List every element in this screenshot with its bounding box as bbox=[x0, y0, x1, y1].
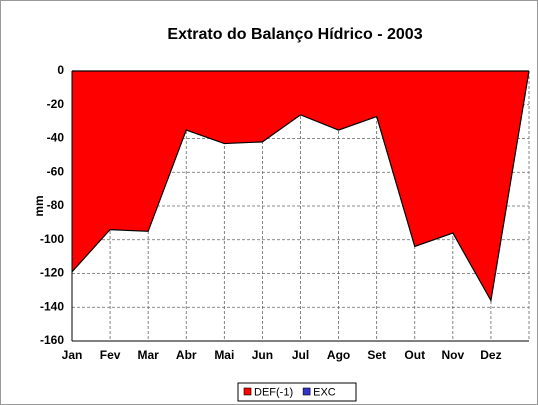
legend-swatch bbox=[302, 387, 311, 396]
x-tick-label: Jan bbox=[62, 348, 83, 362]
x-tick-label: Out bbox=[404, 348, 425, 362]
legend-box bbox=[237, 382, 357, 402]
x-tick-label: Mai bbox=[214, 348, 234, 362]
y-tick-label: -160 bbox=[40, 333, 64, 347]
y-tick-label: -20 bbox=[47, 97, 65, 111]
y-tick-label: -40 bbox=[47, 131, 65, 145]
y-tick-label: -60 bbox=[47, 164, 65, 178]
x-tick-label: Ago bbox=[327, 348, 350, 362]
y-axis-label: mm bbox=[32, 195, 46, 216]
chart-title: Extrato do Balanço Hídrico - 2003 bbox=[167, 26, 422, 43]
x-tick-label: Fev bbox=[100, 348, 121, 362]
area bbox=[72, 71, 529, 301]
y-tick-label: -100 bbox=[40, 232, 64, 246]
y-tick-label: -80 bbox=[47, 198, 65, 212]
x-tick-label: Jul bbox=[292, 348, 309, 362]
x-tick-label: Abr bbox=[176, 348, 197, 362]
legend-label: EXC bbox=[313, 386, 336, 398]
x-tick-label: Set bbox=[367, 348, 386, 362]
y-tick-label: 0 bbox=[57, 63, 64, 77]
x-tick-label: Mar bbox=[137, 348, 159, 362]
legend-label: DEF(-1) bbox=[254, 386, 293, 398]
x-tick-label: Jun bbox=[252, 348, 273, 362]
x-tick-label: Nov bbox=[441, 348, 464, 362]
y-tick-label: -120 bbox=[40, 266, 64, 280]
y-tick-label: -140 bbox=[40, 299, 64, 313]
legend-swatch bbox=[243, 387, 252, 396]
x-tick-label: Dez bbox=[480, 348, 501, 362]
area-line bbox=[71, 70, 530, 303]
